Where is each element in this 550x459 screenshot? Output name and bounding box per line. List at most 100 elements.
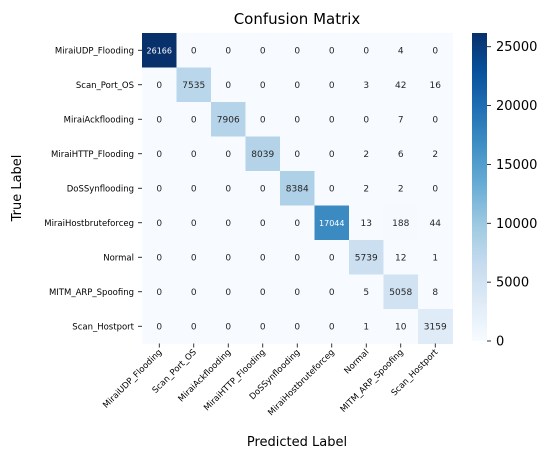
heatmap-cell: [245, 33, 281, 68]
heatmap-cell: [383, 309, 419, 344]
colorbar-tick-label: 25000: [496, 40, 537, 55]
heatmap-cell: [418, 309, 453, 344]
cell-value-label: 0: [191, 288, 197, 298]
heatmap-cell: [314, 309, 350, 344]
cell-value-label: 0: [432, 115, 438, 125]
colorbar-tick-label: 15000: [496, 158, 537, 173]
cell-value-label: 0: [329, 253, 335, 263]
x-tick-label: Normal: [343, 348, 372, 377]
cell-value-label: 0: [225, 219, 231, 229]
cell-value-label: 16: [430, 81, 442, 91]
cell-value-label: 0: [329, 184, 335, 194]
cell-value-label: 17044: [319, 219, 344, 228]
cell-value-label: 0: [191, 253, 197, 263]
cell-value-label: 0: [156, 288, 162, 298]
cell-value-label: 0: [260, 115, 266, 125]
heatmap-cell: [349, 274, 384, 310]
heatmap-cell: [418, 205, 453, 241]
y-tick-label: MITM_ARP_Spoofing: [49, 288, 134, 298]
cell-value-label: 0: [191, 46, 197, 56]
heatmap-cell: [176, 309, 212, 344]
y-tick-label: DoSSynflooding: [67, 184, 134, 194]
x-tick-label: MiraiUDP_Flooding: [101, 348, 164, 411]
cell-value-label: 5739: [355, 253, 378, 263]
heatmap-cell: [211, 136, 246, 172]
cell-value-label: 0: [294, 219, 300, 229]
cell-value-label: 0: [225, 184, 231, 194]
cell-value-label: 0: [329, 81, 335, 91]
heatmap-cell: [245, 102, 281, 137]
heatmap-cell: [418, 240, 453, 275]
cell-value-label: 0: [156, 115, 162, 125]
heatmap-cell: [383, 102, 419, 137]
heatmap-cell: [349, 67, 384, 103]
colorbar-tick-label: 5000: [496, 276, 529, 291]
heatmap-cell: [280, 240, 315, 275]
cell-value-label: 0: [363, 46, 369, 56]
heatmap-cell: [314, 33, 350, 68]
cell-value-label: 42: [395, 81, 406, 91]
cell-value-label: 0: [225, 322, 231, 332]
cell-value-label: 188: [392, 219, 409, 229]
heatmap-cell: [418, 33, 453, 68]
heatmap-cell: [280, 33, 315, 68]
cell-value-label: 0: [225, 81, 231, 91]
cell-value-label: 0: [156, 253, 162, 263]
y-axis-label: True Label: [10, 155, 25, 223]
cell-value-label: 26166: [147, 46, 172, 55]
cell-value-label: 0: [432, 184, 438, 194]
cell-value-label: 8039: [251, 150, 274, 160]
x-axis-label: Predicted Label: [247, 435, 347, 450]
cell-value-label: 0: [294, 115, 300, 125]
cell-value-label: 0: [329, 115, 335, 125]
heatmap-cell: [314, 171, 350, 206]
cell-value-label: 1: [363, 322, 369, 332]
heatmap-cell: [211, 33, 246, 68]
cell-value-label: 1: [432, 253, 438, 263]
cell-value-label: 3: [363, 81, 369, 91]
heatmap-cell: [418, 136, 453, 172]
heatmap-cell: [176, 136, 212, 172]
cell-value-label: 0: [156, 322, 162, 332]
cell-value-label: 0: [156, 150, 162, 160]
heatmap-cells: 26166 0 0 0 0 0 0 4 00 7535 0 0 0 0 3 42 160 0 7906 0 0 0 0 7 00…: [142, 33, 453, 344]
cell-value-label: 7535: [182, 81, 205, 91]
heatmap-cell: [314, 205, 350, 241]
cell-value-label: 7: [398, 115, 404, 125]
cell-value-label: 0: [294, 46, 300, 56]
cell-value-label: 7906: [217, 115, 240, 125]
x-tick-label: MITM_ARP_Spoofing: [339, 348, 406, 415]
heatmap-cell: [349, 240, 384, 275]
colorbar-ticks: 0 5000 10000 15000 20000 25000: [487, 40, 537, 350]
heatmap-cell: [142, 67, 177, 103]
cell-value-label: 0: [191, 322, 197, 332]
heatmap-cell: [383, 67, 419, 103]
heatmap-cell: [383, 171, 419, 206]
heatmap-cell: [314, 274, 350, 310]
heatmap-cell: [314, 67, 350, 103]
cell-value-label: 0: [260, 322, 266, 332]
heatmap-cell: [211, 67, 246, 103]
heatmap-cell: [142, 102, 177, 137]
heatmap-cell: [211, 102, 246, 137]
heatmap-cell: [349, 171, 384, 206]
heatmap-cell: [349, 205, 384, 241]
heatmap-cell: [211, 274, 246, 310]
heatmap-cell: [383, 205, 419, 241]
y-tick-label: Normal: [103, 253, 134, 263]
colorbar-tick-label: 10000: [496, 217, 537, 232]
heatmap-cell: [176, 240, 212, 275]
cell-value-label: 44: [430, 219, 442, 229]
heatmap-cell: [245, 171, 281, 206]
heatmap-cell: [176, 205, 212, 241]
heatmap-cell: [280, 67, 315, 103]
cell-value-label: 5058: [389, 288, 412, 298]
heatmap-cell: [383, 240, 419, 275]
heatmap-cell: [418, 274, 453, 310]
cell-value-label: 0: [294, 288, 300, 298]
heatmap-cell: [142, 309, 177, 344]
heatmap-cell: [245, 240, 281, 275]
heatmap-cell: [280, 205, 315, 241]
cell-value-label: 10: [395, 322, 407, 332]
cell-value-label: 0: [329, 322, 335, 332]
